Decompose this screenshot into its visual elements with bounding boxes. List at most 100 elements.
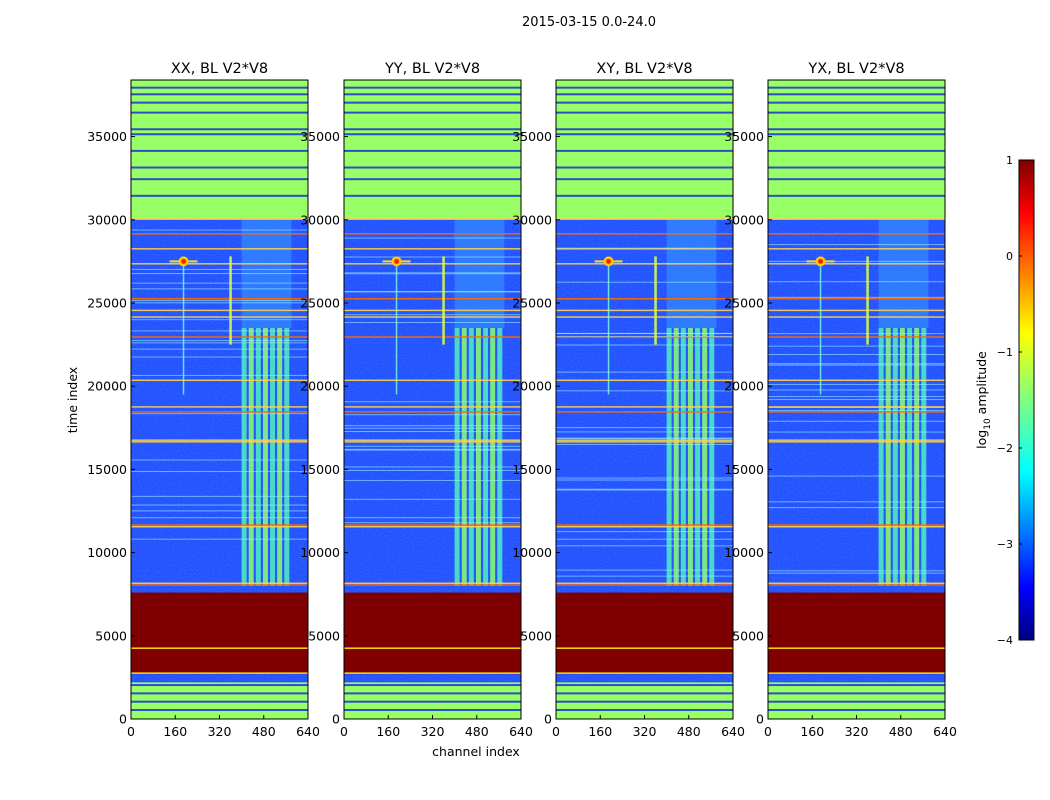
colorbar-tick-label: −4 [997,634,1013,647]
heatmap-cells [344,80,521,719]
x-tick-label: 480 [465,724,489,739]
hot-line [556,524,733,526]
faint-line [556,336,733,338]
colorbar-gradient [1018,159,1035,641]
hot-line [131,218,308,220]
y-tick-label: 25000 [512,295,552,310]
rfi-stripe [921,327,927,586]
rfi-stripe [497,327,503,586]
flag-line [344,149,521,152]
heatmap-cells [556,80,733,719]
faint-line [131,288,308,290]
rfi-stripe [666,327,672,586]
flag-line [556,692,733,695]
y-tick-label: 10000 [87,545,127,560]
hot-line [344,582,521,585]
y-tick-label: 10000 [300,545,340,560]
hot-line [768,297,945,300]
y-tick-label: 15000 [87,462,127,477]
hot-line [768,336,945,338]
faint-line [344,401,521,403]
rfi-stripe [914,327,920,586]
flag-line [768,128,945,131]
hot-line [768,316,945,318]
faint-line [131,282,308,284]
colorbar-tick-label: −1 [997,346,1013,359]
block-line [768,647,945,649]
flare-core [394,258,400,264]
hot-line [768,406,945,408]
flag-line [768,86,945,89]
faint-line [768,345,945,347]
rfi-stripe [248,327,254,586]
y-tick-label: 5000 [520,628,552,643]
panels: XX, BL V2*V8 0 160 320 480 640 0 5000 10000 15000… [87,61,957,739]
hot-line [556,263,733,265]
faint-line [768,363,945,365]
flag-line [556,101,733,104]
heatmap-cells [768,80,945,719]
rfi-stripe [680,327,686,586]
flag-line [556,166,733,169]
flag-line [344,86,521,89]
faint-line [344,273,521,275]
flag-line [768,194,945,197]
y-tick-label: 10000 [512,545,552,560]
flag-line [131,684,308,687]
hot-line [556,411,733,413]
colorbar-tick-label: 0 [1006,250,1013,263]
hot-line [768,411,945,413]
faint-line [131,273,308,275]
faint-line [768,431,945,433]
rfi-stripe [695,327,701,586]
x-tick-label: 0 [340,724,348,739]
hot-line [556,248,733,250]
flag-line [768,93,945,96]
hot-line [556,297,733,300]
hot-line [344,524,521,526]
hot-line [344,441,521,443]
flag-line [344,194,521,197]
flag-line [768,101,945,104]
faint-line [344,522,521,524]
flag-line [556,111,733,114]
flag-line [131,111,308,114]
y-tick-label: 30000 [724,212,764,227]
hot-line [344,439,521,441]
faint-line [344,237,521,239]
flag-line [768,149,945,152]
flag-line [131,128,308,131]
faint-line [768,244,945,246]
hot-line [556,316,733,318]
rfi-stripe [687,327,693,586]
flag-line [344,93,521,96]
rfi-stripe [454,327,460,586]
faint-line [131,356,308,358]
hot-line [131,297,308,300]
hot-line [556,379,733,382]
faint-line [556,371,733,373]
hot-line [131,406,308,408]
panel-title: XX, BL V2*V8 [171,61,268,77]
faint-line [768,364,945,366]
faint-line [556,575,733,577]
flag-line [344,692,521,695]
x-tick-label: 0 [552,724,560,739]
flag-line [344,128,521,131]
saturated-block [344,592,521,675]
rfi-stripe [709,327,715,586]
x-tick-label: 320 [633,724,657,739]
faint-line [131,459,308,461]
rfi-stripe [468,327,474,586]
colorbar-label: log10 amplitude [974,351,993,449]
block-line [556,647,733,649]
block-line [344,672,521,674]
faint-line [131,330,308,332]
faint-line [344,449,521,451]
hot-line [768,582,945,585]
y-tick-label: 30000 [300,212,340,227]
hot-line [131,441,308,443]
hot-line [131,524,308,526]
faint-line [131,302,308,304]
